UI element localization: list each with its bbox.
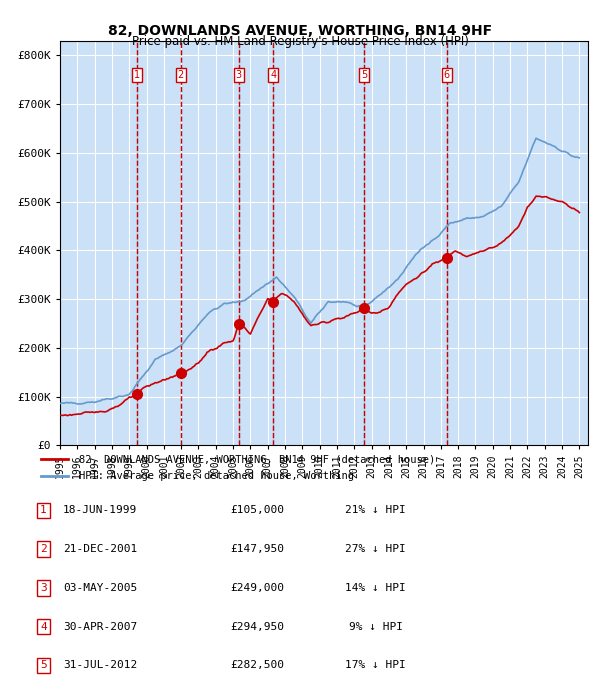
Text: 03-MAY-2005: 03-MAY-2005 (63, 583, 137, 593)
Text: 4: 4 (40, 622, 47, 632)
Text: 5: 5 (361, 70, 367, 80)
Text: 82, DOWNLANDS AVENUE, WORTHING, BN14 9HF: 82, DOWNLANDS AVENUE, WORTHING, BN14 9HF (108, 24, 492, 38)
Text: 2: 2 (40, 544, 47, 554)
Text: 82, DOWNLANDS AVENUE, WORTHING, BN14 9HF (detached house): 82, DOWNLANDS AVENUE, WORTHING, BN14 9HF… (79, 454, 435, 464)
Text: 9% ↓ HPI: 9% ↓ HPI (349, 622, 403, 632)
Bar (446, 41, 588, 445)
Bar (137, 41, 181, 445)
Text: 3: 3 (236, 70, 242, 80)
Text: 6: 6 (443, 70, 449, 80)
Text: 1: 1 (134, 70, 140, 80)
Text: Price paid vs. HM Land Registry's House Price Index (HPI): Price paid vs. HM Land Registry's House … (131, 35, 469, 48)
Text: £294,950: £294,950 (230, 622, 284, 632)
Text: 1: 1 (40, 505, 47, 515)
Text: 27% ↓ HPI: 27% ↓ HPI (345, 544, 406, 554)
Text: 5: 5 (40, 660, 47, 670)
Text: 21% ↓ HPI: 21% ↓ HPI (345, 505, 406, 515)
Text: 30-APR-2007: 30-APR-2007 (63, 622, 137, 632)
Bar (60, 41, 137, 445)
Text: HPI: Average price, detached house, Worthing: HPI: Average price, detached house, Wort… (79, 471, 353, 481)
Bar (181, 41, 239, 445)
Text: £105,000: £105,000 (230, 505, 284, 515)
Text: 2: 2 (178, 70, 184, 80)
Text: 21-DEC-2001: 21-DEC-2001 (63, 544, 137, 554)
Bar (274, 41, 364, 445)
Text: 14% ↓ HPI: 14% ↓ HPI (345, 583, 406, 593)
Text: 31-JUL-2012: 31-JUL-2012 (63, 660, 137, 670)
Text: 3: 3 (40, 583, 47, 593)
Text: £282,500: £282,500 (230, 660, 284, 670)
Bar (364, 41, 446, 445)
Text: 17% ↓ HPI: 17% ↓ HPI (345, 660, 406, 670)
Text: £249,000: £249,000 (230, 583, 284, 593)
Text: £147,950: £147,950 (230, 544, 284, 554)
Bar (239, 41, 274, 445)
Text: 4: 4 (271, 70, 277, 80)
Text: 18-JUN-1999: 18-JUN-1999 (63, 505, 137, 515)
